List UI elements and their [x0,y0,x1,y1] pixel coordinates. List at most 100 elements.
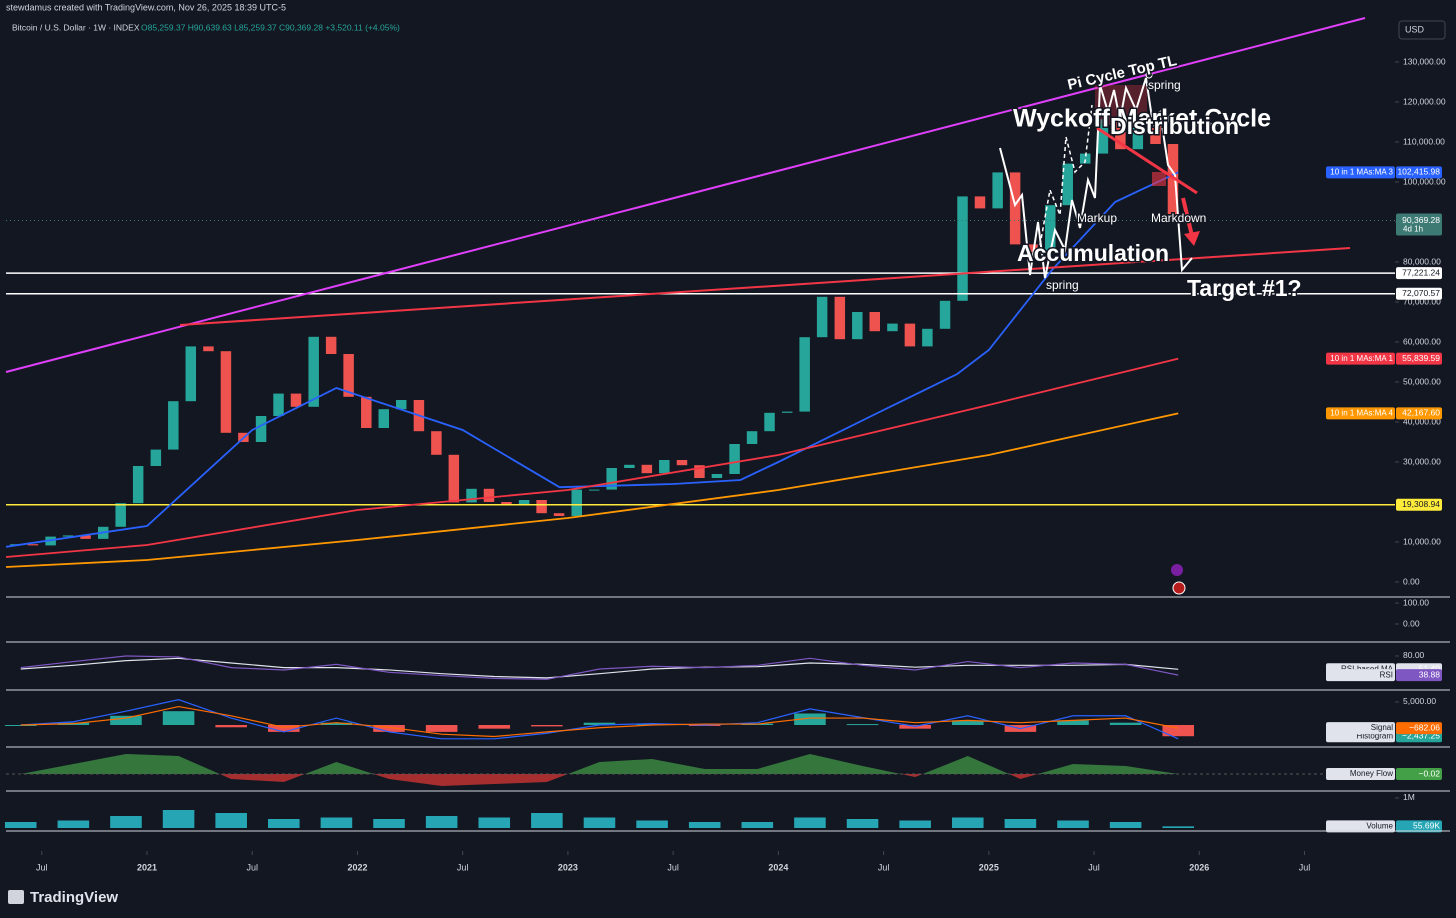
bar [951,817,984,828]
bar [531,812,563,828]
bar [636,820,668,828]
y-tick-label: 50,000.00 [1403,376,1441,386]
series-name: Volume [1366,821,1393,830]
currency-button[interactable] [1398,20,1446,40]
support-trendline [179,247,1351,326]
candle [80,535,91,539]
bar [794,817,826,828]
bar [4,724,37,726]
candle [448,454,460,503]
bar-countdown: 4d 1h [1403,225,1423,234]
supply-box [1152,172,1166,186]
bar [162,809,195,828]
bar [1162,724,1195,737]
price-badge-label: −0.02 [1418,768,1440,778]
candle [1027,244,1038,252]
candle [553,513,565,516]
bar [1162,826,1195,828]
bar [531,724,563,727]
bar [373,724,405,732]
candle [1115,119,1126,150]
candle [361,396,372,428]
price-badge-label: 38.88 [1419,669,1441,679]
series-name-badge [1326,768,1395,781]
series-name: Signal [1371,723,1393,732]
y-tick-label: 1M [1403,792,1415,802]
y-tick-label: 0.00 [1403,576,1420,586]
annotation: spring [1148,78,1181,92]
price-badge-label: 72,070.57 [1402,288,1440,298]
candle [729,444,740,474]
price-badge [1396,267,1442,280]
series-name: RSI [1380,670,1393,679]
bar [4,821,37,828]
bar [268,724,300,732]
bar [846,818,879,828]
last-price-badge [1396,213,1442,236]
annotation: spring [1046,278,1079,292]
candle [483,488,495,502]
x-tick-label: Jul [246,862,258,872]
candle [466,488,477,503]
logo-icon [8,890,24,904]
candle [1079,153,1091,164]
candle [887,323,898,332]
drawings [5,17,1366,595]
price-badge-label: −682.06 [1409,722,1440,732]
line-series [20,705,1179,738]
x-tick-label: 2023 [558,862,578,872]
bar [583,817,616,828]
bar [741,821,774,828]
candle [168,401,179,450]
event-icon[interactable] [1172,581,1186,595]
candle [764,412,775,432]
series-name-badge [1326,407,1395,420]
candle [659,460,670,474]
candle [1009,172,1021,245]
candle [501,502,512,505]
distribution-line [1096,126,1198,195]
series-name: 10 in 1 MAs:MA 4 [1330,408,1393,417]
bar [846,724,879,726]
pane-separators [6,596,1450,832]
x-tick-label: 2021 [137,862,157,872]
series-name: RSI-based MA [1341,664,1394,673]
candle [1062,163,1073,206]
series-name: Histogram [1357,731,1394,740]
candle [676,460,688,466]
currency[interactable]: USD [1405,24,1425,34]
top-marker [1145,71,1153,79]
candle [816,296,828,338]
area-negative [20,774,1179,786]
price-badge-label: 77,221.24 [1402,267,1440,277]
series-name-badge [1326,820,1395,833]
series-name-badge [1326,352,1395,365]
candle [308,336,319,407]
candle [1150,126,1161,144]
price-badge-label: 42,167.60 [1402,408,1440,418]
logo: TradingView [30,889,118,906]
annotation: Accumulation [1017,240,1169,266]
annotation: Target #1? [1187,275,1302,301]
candle [694,465,705,478]
candle [325,336,337,354]
candle [606,468,617,490]
y-tick-label: 100,000.00 [1403,176,1446,186]
area-positive [20,754,1179,774]
annotation: Wyckoff Market Cycle [1013,105,1271,133]
candle [220,351,232,433]
event-icon[interactable] [1171,564,1183,576]
bar [636,723,668,725]
candle [536,500,547,514]
price-badge-label: 55.69K [1413,821,1440,831]
candle [1045,205,1056,252]
annotation: Distribution [1110,113,1239,139]
markdown-arrow [1181,197,1194,237]
price-badge [1396,498,1442,511]
price-badge [1396,768,1442,781]
pi-cycle-trendline [5,17,1366,373]
bar [110,715,142,725]
bar [478,724,511,729]
price-badge-label: 19,308.94 [1402,499,1440,509]
last-price: 90,369.28 [1402,215,1440,225]
